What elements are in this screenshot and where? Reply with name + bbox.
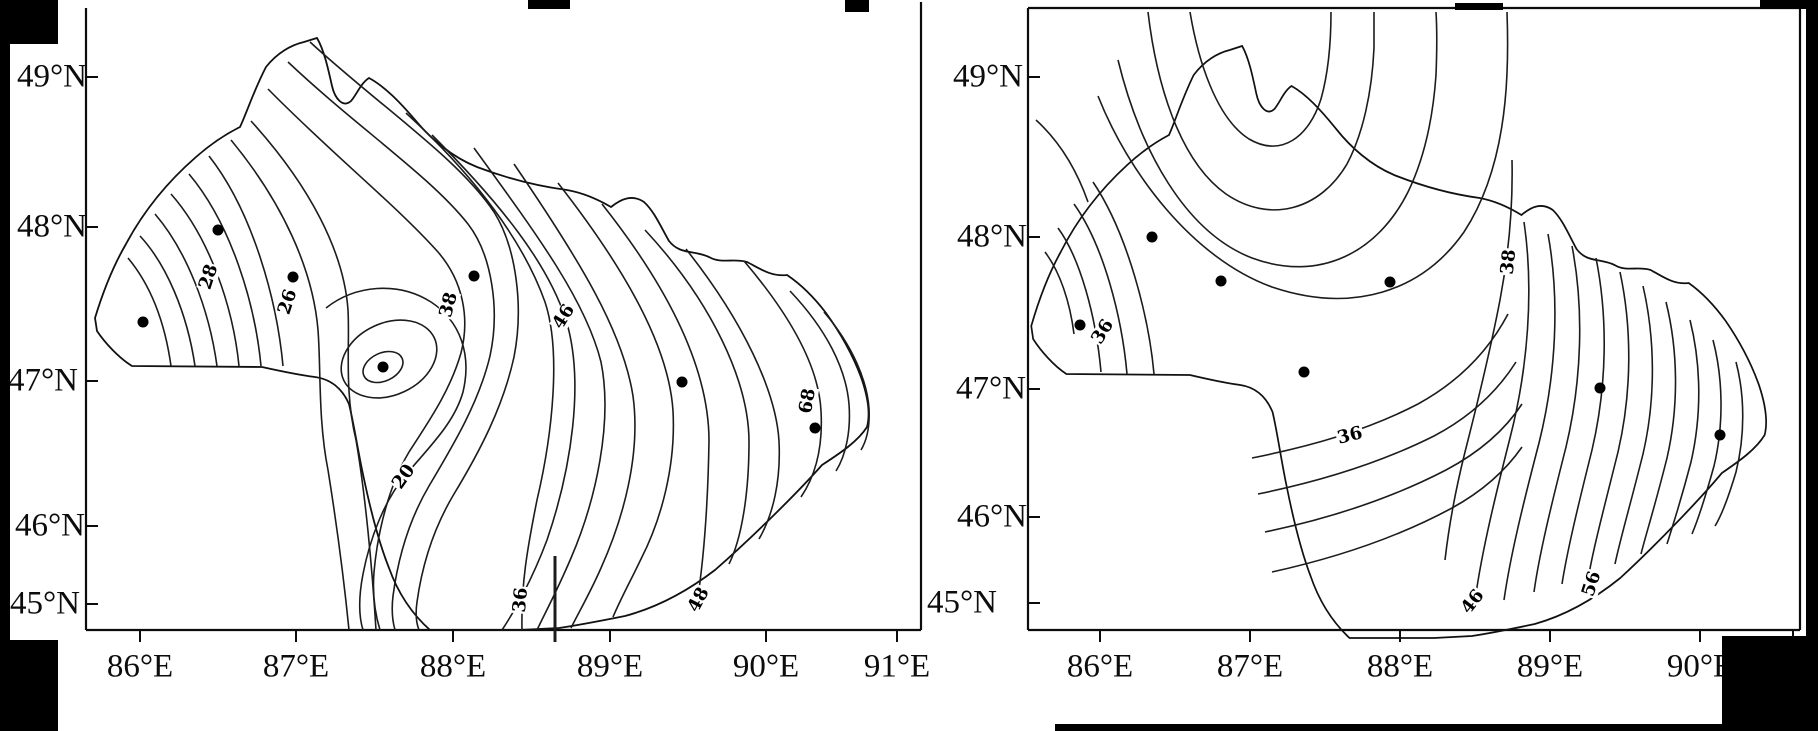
station-dot [676, 376, 688, 388]
x-axis-label: 88°E [419, 648, 487, 685]
y-axis-label: 49°N [16, 58, 88, 95]
y-axis-tick [86, 525, 98, 527]
scan-margin [0, 0, 58, 44]
y-axis-label: 47°N [955, 370, 1027, 407]
y-axis-label: 46°N [956, 498, 1028, 535]
x-axis-tick [452, 630, 454, 642]
station-dot [1594, 382, 1606, 394]
station-dot [1146, 231, 1158, 243]
y-axis-label: 49°N [952, 58, 1024, 95]
panel-frames [84, 2, 1802, 632]
y-axis-label: 48°N [956, 218, 1028, 255]
scan-margin [1455, 3, 1503, 10]
station-dot [1714, 429, 1726, 441]
contour-value-label: 68 [794, 386, 821, 416]
y-axis-label: 47°N [7, 362, 79, 399]
contour-value-label: 36 [508, 585, 533, 615]
y-axis-tick [1028, 516, 1040, 518]
x-axis-tick [1699, 630, 1701, 642]
station-dot [137, 316, 149, 328]
scan-margin [845, 0, 869, 12]
x-axis-tick [1099, 630, 1101, 642]
x-axis-tick [295, 630, 297, 642]
x-axis-label: 86°E [106, 648, 174, 685]
x-axis-label: 91°E [863, 648, 931, 685]
y-axis-tick [1028, 602, 1040, 604]
scan-margin [0, 640, 58, 731]
x-axis-tick [765, 630, 767, 642]
x-axis-label: 89°E [1516, 648, 1584, 685]
y-axis-label: 46°N [14, 507, 86, 544]
x-axis-tick [139, 630, 141, 642]
y-axis-label: 45°N [926, 584, 998, 621]
station-dot [1074, 319, 1086, 331]
y-axis-tick [1028, 76, 1040, 78]
y-axis-tick [86, 603, 98, 605]
x-axis-label: 87°E [1216, 648, 1284, 685]
scan-margin [1055, 724, 1722, 731]
scan-margin [1760, 0, 1806, 9]
x-axis-tick [896, 630, 898, 642]
left-contours [127, 41, 870, 642]
y-axis-label: 48°N [16, 208, 88, 245]
x-axis-label: 89°E [576, 648, 644, 685]
scan-margin [1806, 0, 1818, 731]
y-axis-tick [1028, 388, 1040, 390]
y-axis-tick [86, 76, 98, 78]
x-axis-tick [1399, 630, 1401, 642]
station-dot [287, 271, 299, 283]
station-dot [1298, 366, 1310, 378]
contour-value-label: 38 [1496, 247, 1521, 277]
x-axis-label: 90°E [732, 648, 800, 685]
x-axis-tick [1549, 630, 1551, 642]
x-axis-label: 88°E [1366, 648, 1434, 685]
x-axis-tick [1249, 630, 1251, 642]
station-dot [212, 224, 224, 236]
x-axis-tick [609, 630, 611, 642]
x-axis-label: 87°E [262, 648, 330, 685]
scan-margin [1722, 636, 1818, 731]
station-dot [1215, 275, 1227, 287]
station-dot [1384, 276, 1396, 288]
station-dot [468, 270, 480, 282]
station-dot [809, 422, 821, 434]
y-axis-tick [86, 380, 98, 382]
scan-margin [528, 0, 570, 9]
y-axis-tick [1028, 236, 1040, 238]
right-contours [1035, 11, 1744, 609]
region-boundary [94, 37, 1768, 639]
x-axis-label: 86°E [1066, 648, 1134, 685]
y-axis-tick [86, 226, 98, 228]
scan-margin [0, 0, 10, 731]
y-axis-label: 45°N [9, 585, 81, 622]
station-dot [377, 361, 389, 373]
